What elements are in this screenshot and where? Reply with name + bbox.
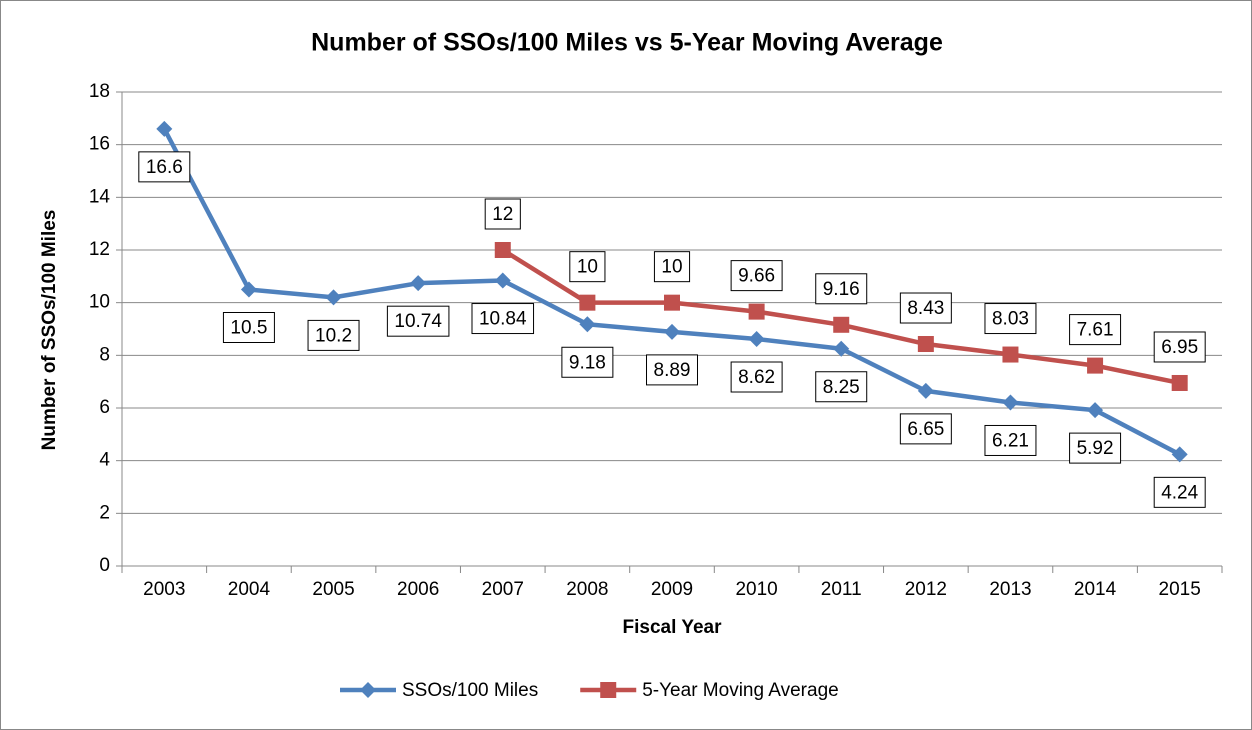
data-label-box [569, 251, 606, 283]
data-point [748, 303, 765, 320]
data-label: 4.24 [1161, 482, 1198, 503]
y-axis-title: Number of SSOs/100 Miles [39, 210, 60, 451]
data-point [1002, 394, 1019, 411]
x-tick-label: 2003 [143, 579, 185, 600]
y-tick-label: 6 [99, 397, 110, 418]
data-label-box [138, 151, 191, 183]
data-label-box [307, 319, 360, 351]
y-tick-label: 2 [99, 502, 110, 523]
x-tick-label: 2015 [1159, 579, 1201, 600]
x-tick-label: 2009 [651, 579, 693, 600]
data-point [664, 294, 680, 311]
data-label: 9.66 [738, 266, 775, 287]
data-label-box [1069, 432, 1122, 464]
y-tick-label: 0 [99, 555, 110, 576]
x-tick-label: 2014 [1074, 579, 1117, 600]
y-tick-label: 16 [89, 134, 110, 155]
data-point [1087, 357, 1104, 374]
data-point [240, 281, 257, 298]
data-label-box [815, 273, 868, 305]
data-label-box [1153, 331, 1206, 363]
data-label-box [984, 303, 1037, 335]
x-tick-label: 2010 [735, 579, 777, 600]
legend-label: 5-Year Moving Average [642, 680, 838, 701]
data-label: 8.03 [992, 309, 1029, 330]
chart-title: Number of SSOs/100 Miles vs 5-Year Movin… [311, 29, 943, 57]
data-label: 10 [577, 257, 598, 278]
x-tick-label: 2007 [482, 579, 524, 600]
data-point [494, 272, 511, 289]
data-label: 10.2 [315, 325, 352, 346]
data-point [325, 289, 342, 306]
data-label-box [1069, 314, 1122, 346]
x-tick-label: 2011 [821, 579, 862, 600]
data-label-box [561, 346, 614, 378]
data-point [579, 294, 596, 311]
data-label-box [646, 354, 698, 386]
data-label-box [984, 424, 1037, 456]
data-label-box [899, 413, 952, 445]
data-point [579, 316, 596, 333]
data-label: 6.95 [1161, 337, 1198, 358]
data-point [833, 340, 850, 357]
y-tick-label: 10 [89, 292, 110, 313]
data-label-box [222, 312, 275, 343]
y-tick-label: 12 [89, 239, 110, 260]
legend-label: SSOs/100 Miles [402, 680, 538, 701]
data-point [410, 275, 427, 292]
data-point [664, 323, 680, 340]
data-label-box [1153, 476, 1206, 508]
data-label-box [484, 198, 521, 230]
data-point [494, 242, 511, 258]
data-label: 12 [492, 204, 513, 225]
data-label-box [815, 371, 868, 403]
data-point [1002, 346, 1019, 363]
data-label: 8.25 [823, 377, 860, 398]
data-label-box [730, 361, 783, 393]
data-label-box [730, 260, 783, 292]
data-label: 10.84 [479, 309, 527, 330]
data-label: 8.62 [738, 367, 775, 388]
data-point [1171, 446, 1188, 463]
y-tick-label: 14 [89, 186, 111, 207]
data-point [833, 316, 850, 333]
data-label: 6.21 [992, 430, 1029, 451]
data-label-box [653, 251, 691, 283]
data-label: 6.65 [907, 419, 944, 440]
legend-marker [600, 682, 617, 698]
data-point [1171, 374, 1188, 391]
data-point [917, 382, 934, 399]
data-point [156, 120, 173, 137]
x-tick-label: 2005 [312, 579, 354, 600]
data-label: 8.43 [907, 298, 944, 319]
x-tick-label: 2004 [228, 579, 271, 600]
data-label: 10.5 [230, 318, 267, 339]
data-label-box [899, 292, 952, 324]
data-label: 16.6 [146, 157, 183, 178]
data-label: 8.89 [654, 360, 691, 381]
data-label: 10.74 [394, 311, 442, 332]
data-label: 10 [661, 257, 682, 278]
x-axis-title: Fiscal Year [623, 617, 723, 638]
data-label-box [471, 303, 535, 335]
y-tick-label: 18 [89, 81, 110, 102]
y-tick-label: 4 [99, 450, 110, 471]
x-tick-label: 2013 [989, 579, 1031, 600]
data-label: 5.92 [1077, 438, 1114, 459]
y-tick-label: 8 [99, 344, 110, 365]
x-tick-label: 2008 [566, 579, 608, 600]
data-point [917, 336, 934, 353]
data-point [1087, 402, 1104, 419]
x-tick-label: 2012 [905, 579, 947, 600]
data-point [748, 331, 765, 348]
legend-marker [360, 682, 376, 698]
x-tick-label: 2006 [397, 579, 439, 600]
data-label: 9.16 [823, 279, 860, 300]
data-label-box [386, 305, 450, 337]
data-label: 7.61 [1077, 320, 1114, 341]
data-label: 9.18 [569, 352, 606, 373]
